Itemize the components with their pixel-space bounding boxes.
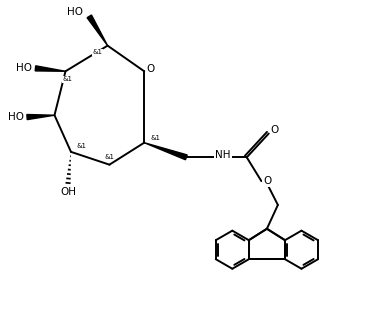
Text: &1: &1 — [92, 49, 102, 55]
Text: NH: NH — [215, 150, 231, 160]
Text: &1: &1 — [62, 76, 72, 82]
Text: O: O — [147, 65, 155, 75]
Polygon shape — [144, 143, 187, 160]
Text: HO: HO — [17, 63, 32, 73]
Text: HO: HO — [8, 112, 24, 122]
Text: &1: &1 — [77, 144, 87, 150]
Text: &1: &1 — [150, 135, 160, 141]
Polygon shape — [87, 15, 108, 46]
Polygon shape — [35, 66, 65, 71]
Text: O: O — [263, 176, 271, 186]
Polygon shape — [27, 115, 55, 120]
Text: HO: HO — [68, 7, 83, 17]
Text: &1: &1 — [104, 154, 114, 160]
Text: OH: OH — [60, 187, 76, 197]
Text: O: O — [270, 125, 279, 135]
